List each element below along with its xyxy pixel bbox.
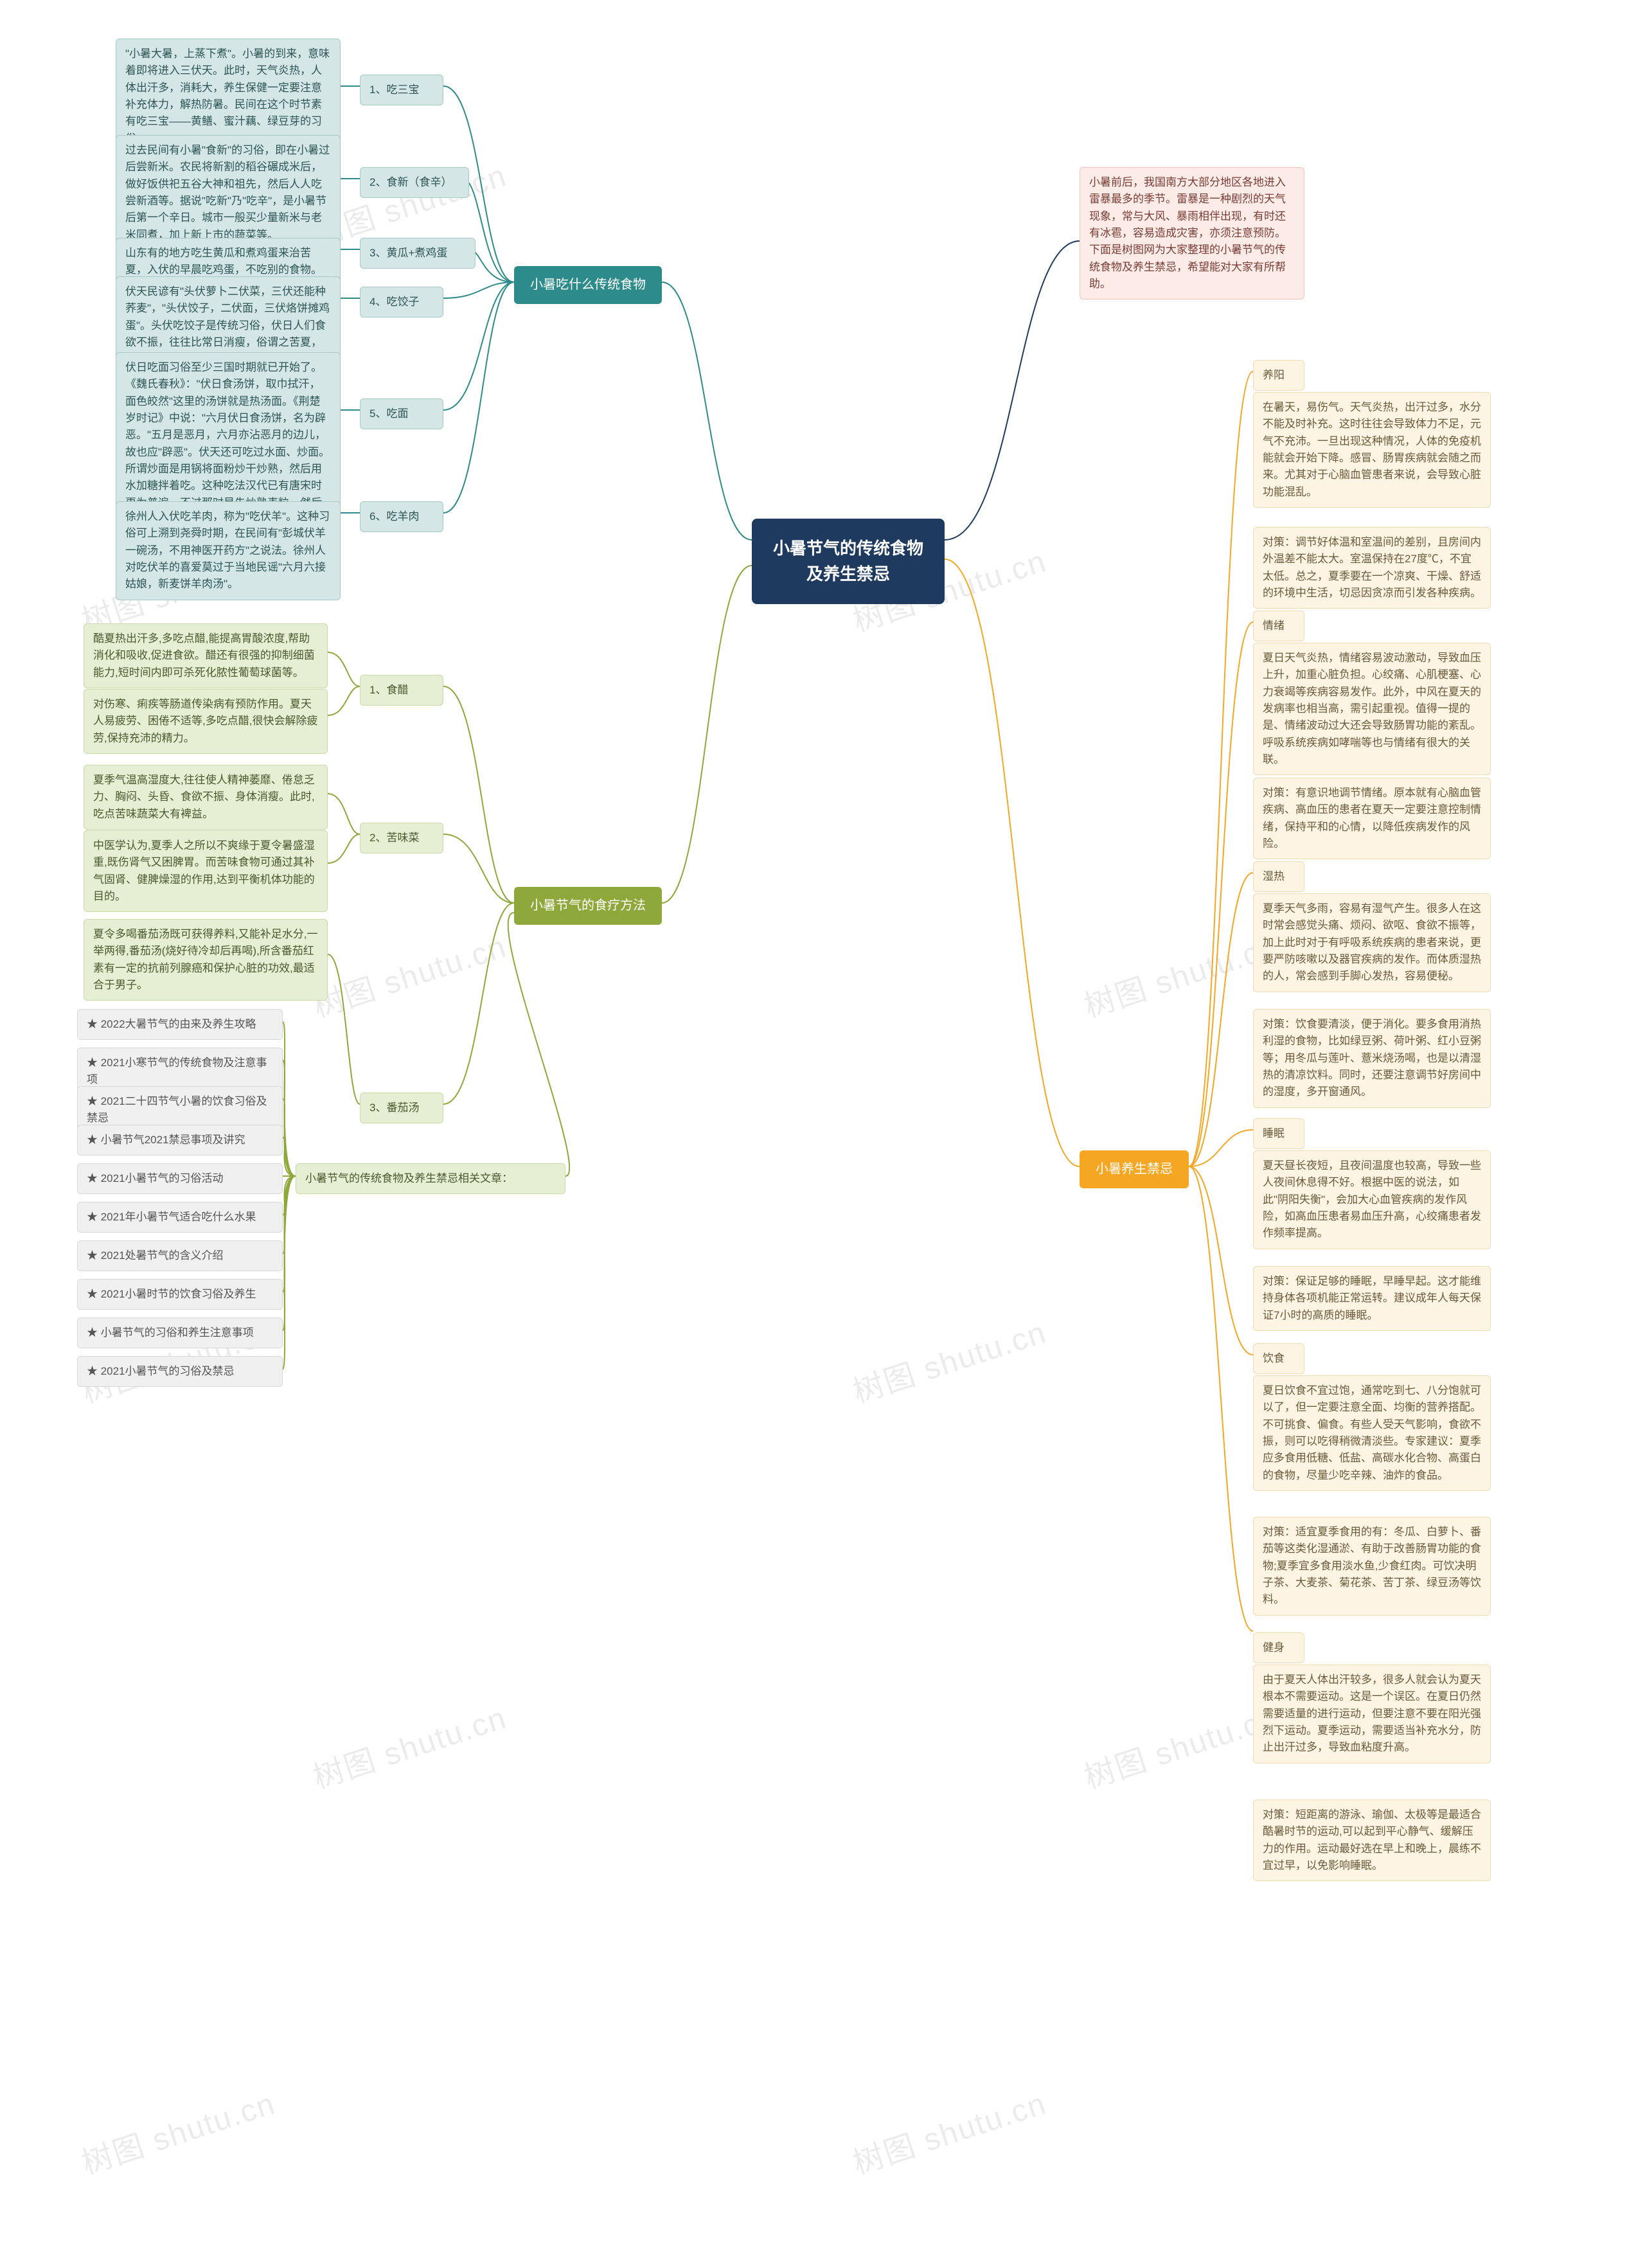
- diet-desc-3a: 夏令多喝番茄汤既可获得养料,又能补足水分,一举两得,番茄汤(烧好待冷却后再喝),…: [84, 919, 328, 1001]
- diet-desc-2b: 中医学认为,夏季人之所以不爽缘于夏令暑盛湿重,既伤肾气又困脾胃。而苦味食物可通过…: [84, 830, 328, 912]
- lbl: 番茄汤: [386, 1102, 419, 1114]
- related-item: ★ 小暑节气2021禁忌事项及讲究: [77, 1125, 283, 1156]
- food-desc-2: 过去民间有小暑"食新"的习俗，即在小暑过后尝新米。农民将新割的稻谷碾成米后，做好…: [116, 135, 341, 251]
- lbl: 吃面: [386, 407, 408, 420]
- lbl: 食醋: [386, 684, 408, 696]
- watermark: 树图 shutu.cn: [846, 2078, 1051, 2183]
- taboo-tip-2: 对策：饮食要清淡，便于消化。要多食用消热利湿的食物，比如绿豆粥、荷叶粥、红小豆粥…: [1253, 1009, 1491, 1108]
- related-item: ★ 2021小暑节气的习俗活动: [77, 1163, 283, 1194]
- food-desc-6: 徐州人入伏吃羊肉，称为"吃伏羊"。这种习俗可上溯到尧舜时期，在民间有"彭城伏羊一…: [116, 501, 341, 600]
- num: 6、: [369, 510, 386, 522]
- lbl: 吃羊肉: [386, 510, 419, 522]
- diet-desc-2a: 夏季气温高湿度大,往往使人精神萎靡、倦怠乏力、胸闷、头昏、食欲不振、身体消瘦。此…: [84, 765, 328, 830]
- taboo-head-4: 饮食: [1253, 1343, 1304, 1374]
- diet-label-2: 2、苦味菜: [360, 823, 443, 853]
- branch-diet: 小暑节气的食疗方法: [514, 887, 662, 925]
- num: 3、: [369, 1102, 386, 1114]
- related-item: ★ 2021小暑时节的饮食习俗及养生: [77, 1279, 283, 1310]
- lbl: 黄瓜+煮鸡蛋: [386, 247, 447, 259]
- food-label-1: 1、吃三宝: [360, 75, 443, 105]
- watermark: 树图 shutu.cn: [75, 2078, 280, 2183]
- diet-desc-1a: 酷夏热出汗多,多吃点醋,能提高胃酸浓度,帮助消化和吸收,促进食欲。醋还有很强的抑…: [84, 623, 328, 688]
- num: 5、: [369, 407, 386, 420]
- lbl: 食新（食辛）: [386, 176, 452, 188]
- watermark: 树图 shutu.cn: [307, 1692, 511, 1797]
- num: 2、: [369, 832, 386, 844]
- diet-desc-1b: 对伤寒、痢疾等肠道传染病有预防作用。夏天人易疲劳、困倦不适等,多吃点醋,很快会解…: [84, 689, 328, 754]
- num: 3、: [369, 247, 386, 259]
- taboo-body-1: 夏日天气炎热，情绪容易波动激动，导致血压上升，加重心脏负担。心绞痛、心肌梗塞、心…: [1253, 643, 1491, 775]
- watermark: 树图 shutu.cn: [1078, 921, 1283, 1026]
- taboo-body-2: 夏季天气多雨，容易有湿气产生。很多人在这时常会感觉头痛、烦闷、欲呕、食欲不振等，…: [1253, 893, 1491, 992]
- taboo-head-3: 睡眠: [1253, 1118, 1304, 1149]
- food-label-6: 6、吃羊肉: [360, 501, 443, 532]
- lbl: 吃饺子: [386, 296, 419, 308]
- intro-box: 小暑前后，我国南方大部分地区各地进入雷暴最多的季节。雷暴是一种剧烈的天气现象，常…: [1080, 167, 1304, 299]
- num: 1、: [369, 684, 386, 696]
- related-title: 小暑节气的传统食物及养生禁忌相关文章：: [296, 1163, 565, 1194]
- taboo-body-4: 夏日饮食不宜过饱，通常吃到七、八分饱就可以了，但一定要注意全面、均衡的营养搭配。…: [1253, 1375, 1491, 1491]
- related-item: ★ 2021处暑节气的含义介绍: [77, 1240, 283, 1271]
- taboo-body-5: 由于夏天人体出汗较多，很多人就会认为夏天根本不需要运动。这是一个误区。在夏日仍然…: [1253, 1665, 1491, 1764]
- related-item: ★ 2021小暑节气的习俗及禁忌: [77, 1356, 283, 1387]
- related-item: ★ 小暑节气的习俗和养生注意事项: [77, 1317, 283, 1348]
- taboo-body-3: 夏天昼长夜短，且夜间温度也较高，导致一些人夜间休息得不好。根据中医的说法，如此"…: [1253, 1150, 1491, 1249]
- watermark: 树图 shutu.cn: [1078, 1692, 1283, 1797]
- root-node: 小暑节气的传统食物及养生禁忌: [752, 519, 945, 604]
- taboo-tip-5: 对策：短距离的游泳、瑜伽、太极等是最适合酷暑时节的运动,可以起到平心静气、缓解压…: [1253, 1799, 1491, 1881]
- taboo-head-2: 湿热: [1253, 861, 1304, 892]
- food-label-3: 3、黄瓜+煮鸡蛋: [360, 238, 476, 269]
- food-label-4: 4、吃饺子: [360, 287, 443, 317]
- lbl: 吃三宝: [386, 84, 419, 96]
- watermark: 树图 shutu.cn: [846, 1307, 1051, 1411]
- taboo-head-1: 情绪: [1253, 611, 1304, 641]
- num: 2、: [369, 176, 386, 188]
- taboo-tip-1: 对策：有意识地调节情绪。原本就有心脑血管疾病、高血压的患者在夏天一定要注意控制情…: [1253, 778, 1491, 859]
- diet-label-1: 1、食醋: [360, 675, 443, 706]
- taboo-head-5: 健身: [1253, 1632, 1304, 1663]
- taboo-tip-4: 对策：适宜夏季食用的有：冬瓜、白萝卜、番茄等这类化湿通淤、有助于改善肠胃功能的食…: [1253, 1517, 1491, 1616]
- diet-label-3: 3、番茄汤: [360, 1093, 443, 1123]
- watermark: 树图 shutu.cn: [307, 921, 511, 1026]
- food-label-5: 5、吃面: [360, 398, 443, 429]
- branch-foods: 小暑吃什么传统食物: [514, 266, 662, 304]
- taboo-head-0: 养阳: [1253, 360, 1304, 391]
- related-item: ★ 2021年小暑节气适合吃什么水果: [77, 1202, 283, 1233]
- taboo-tip-3: 对策：保证足够的睡眠，早睡早起。这才能维持身体各项机能正常运转。建议成年人每天保…: [1253, 1266, 1491, 1331]
- taboo-body-0: 在暑天，易伤气。天气炎热，出汗过多，水分不能及时补充。这时往往会导致体力不足，元…: [1253, 392, 1491, 508]
- branch-taboo: 小暑养生禁忌: [1080, 1150, 1189, 1188]
- num: 1、: [369, 84, 386, 96]
- num: 4、: [369, 296, 386, 308]
- taboo-tip-0: 对策：调节好体温和室温间的差别，且房间内外温差不能太大。室温保持在27度℃，不宜…: [1253, 527, 1491, 609]
- related-item: ★ 2022大暑节气的由来及养生攻略: [77, 1009, 283, 1040]
- food-label-2: 2、食新（食辛）: [360, 167, 469, 198]
- lbl: 苦味菜: [386, 832, 419, 844]
